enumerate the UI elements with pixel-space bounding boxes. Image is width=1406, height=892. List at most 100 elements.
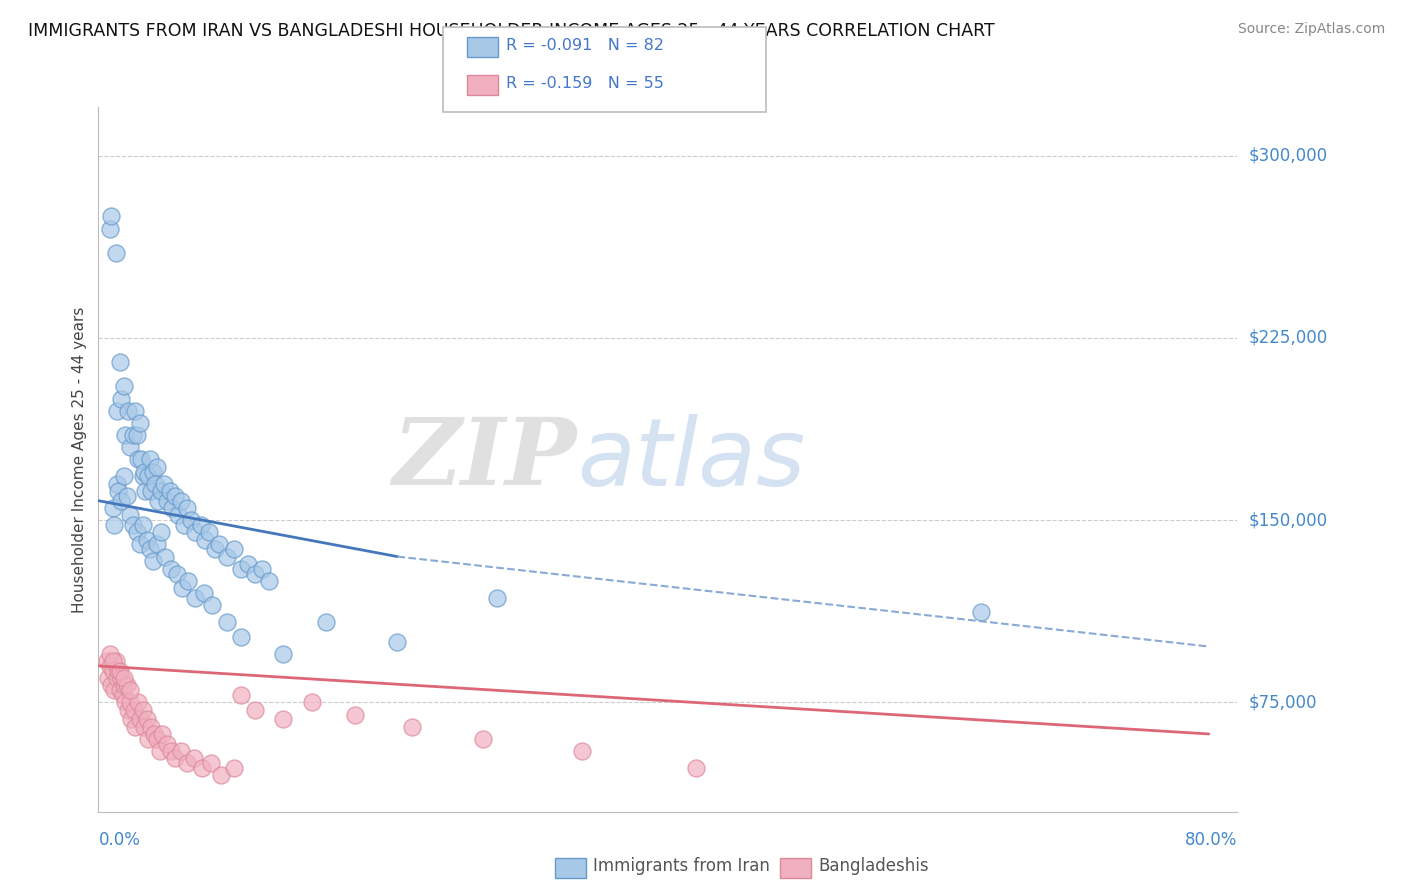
Point: [121, 428, 143, 442]
Point: [184, 525, 207, 540]
Point: [105, 476, 128, 491]
Point: [156, 737, 179, 751]
Point: [136, 731, 159, 746]
Point: [111, 688, 134, 702]
Text: $225,000: $225,000: [1249, 329, 1327, 347]
Point: [273, 647, 295, 661]
Point: [184, 591, 207, 605]
Point: [110, 493, 132, 508]
Point: [170, 493, 193, 508]
Point: [101, 654, 124, 668]
Point: [118, 508, 141, 523]
Point: [117, 404, 139, 418]
Point: [152, 727, 174, 741]
Point: [156, 493, 179, 508]
Point: [124, 720, 146, 734]
Point: [107, 483, 129, 498]
Text: Bangladeshis: Bangladeshis: [818, 857, 929, 875]
Point: [134, 483, 156, 498]
Point: [165, 489, 187, 503]
Point: [127, 695, 149, 709]
Point: [301, 695, 323, 709]
Point: [120, 712, 142, 726]
Point: [98, 221, 121, 235]
Text: IMMIGRANTS FROM IRAN VS BANGLADESHI HOUSEHOLDER INCOME AGES 25 - 44 YEARS CORREL: IMMIGRANTS FROM IRAN VS BANGLADESHI HOUS…: [28, 22, 995, 40]
Point: [101, 664, 124, 678]
Point: [135, 533, 157, 547]
Text: R = -0.091   N = 82: R = -0.091 N = 82: [506, 38, 664, 53]
Text: atlas: atlas: [576, 414, 806, 505]
Point: [170, 744, 193, 758]
Point: [112, 469, 135, 483]
Point: [131, 703, 153, 717]
Point: [141, 465, 163, 479]
Point: [160, 562, 183, 576]
Point: [190, 518, 212, 533]
Point: [259, 574, 281, 588]
Point: [194, 533, 217, 547]
Point: [142, 727, 165, 741]
Point: [128, 416, 150, 430]
Point: [173, 518, 195, 533]
Point: [150, 483, 173, 498]
Point: [215, 615, 238, 630]
Point: [100, 678, 122, 692]
Point: [135, 712, 157, 726]
Point: [131, 469, 153, 483]
Text: 80.0%: 80.0%: [1185, 831, 1237, 849]
Text: $150,000: $150,000: [1249, 511, 1327, 529]
Point: [229, 630, 252, 644]
Point: [176, 500, 198, 515]
Point: [215, 549, 238, 564]
Point: [571, 744, 593, 758]
Point: [155, 549, 177, 564]
Point: [201, 598, 224, 612]
Point: [114, 428, 136, 442]
Point: [98, 647, 121, 661]
Point: [149, 744, 172, 758]
Text: 0.0%: 0.0%: [98, 831, 141, 849]
Point: [180, 513, 202, 527]
Point: [105, 671, 128, 685]
Point: [103, 683, 125, 698]
Point: [150, 525, 173, 540]
Point: [125, 525, 148, 540]
Point: [110, 392, 132, 406]
Point: [243, 566, 266, 581]
Text: R = -0.159   N = 55: R = -0.159 N = 55: [506, 76, 664, 91]
Point: [165, 751, 187, 765]
Point: [200, 756, 222, 771]
Point: [159, 483, 181, 498]
Text: Source: ZipAtlas.com: Source: ZipAtlas.com: [1237, 22, 1385, 37]
Point: [107, 664, 129, 678]
Point: [236, 557, 259, 571]
Point: [315, 615, 337, 630]
Point: [115, 678, 138, 692]
Point: [118, 683, 141, 698]
Text: Immigrants from Iran: Immigrants from Iran: [593, 857, 770, 875]
Point: [139, 720, 162, 734]
Point: [146, 537, 169, 551]
Point: [229, 562, 252, 576]
Point: [136, 469, 159, 483]
Point: [250, 562, 273, 576]
Point: [193, 586, 215, 600]
Text: ZIP: ZIP: [392, 415, 576, 504]
Point: [204, 542, 226, 557]
Point: [101, 500, 124, 515]
Point: [176, 756, 198, 771]
Point: [172, 581, 194, 595]
Point: [114, 695, 136, 709]
Point: [118, 440, 141, 454]
Point: [167, 508, 190, 523]
Point: [103, 518, 125, 533]
Text: $75,000: $75,000: [1249, 693, 1317, 712]
Point: [121, 518, 143, 533]
Point: [166, 566, 188, 581]
Point: [183, 751, 205, 765]
Point: [198, 525, 221, 540]
Point: [124, 404, 146, 418]
Point: [98, 659, 121, 673]
Point: [128, 712, 150, 726]
Point: [970, 606, 993, 620]
